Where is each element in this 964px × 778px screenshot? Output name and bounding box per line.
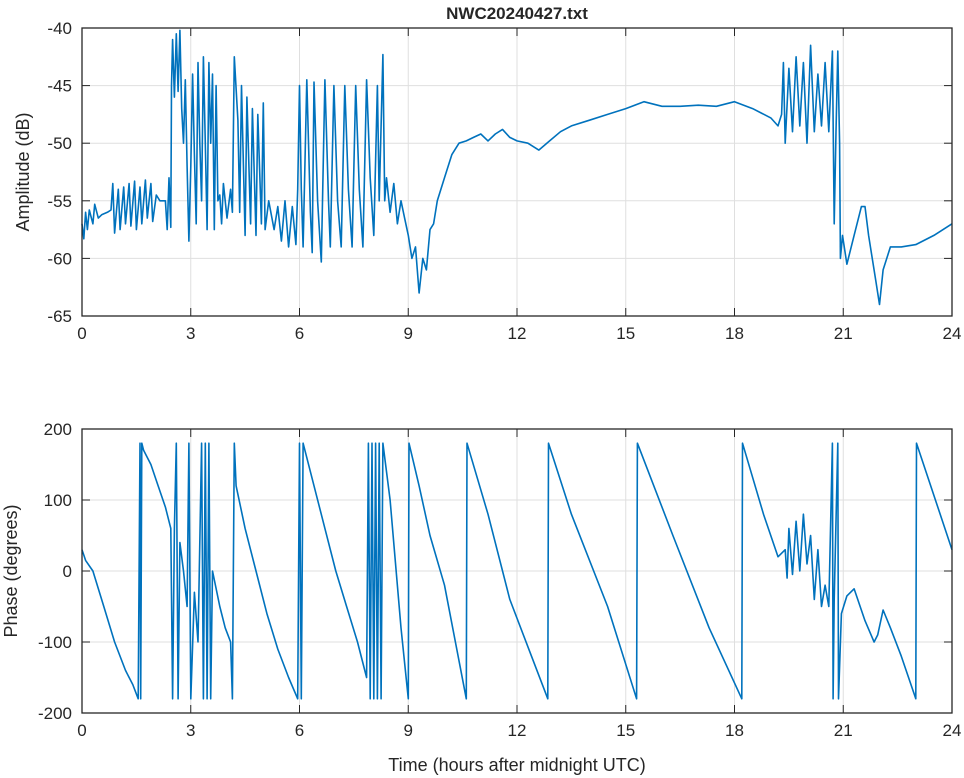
plot2-x-tick-label: 9 [404,721,413,740]
plot2-y-axis-label: Phase (degrees) [1,504,21,637]
plot2-x-tick-label: 21 [834,721,853,740]
plot2-x-tick-label: 15 [616,721,635,740]
plot1-x-tick-label: 18 [725,324,744,343]
plot2-y-tick-label: 100 [44,491,72,510]
plot2-series-phase [81,442,953,700]
plot2-x-tick-label: 18 [725,721,744,740]
plot2-x-tick-label: 6 [295,721,304,740]
plot1-y-tick-label: -45 [47,77,72,96]
plot2-x-tick-label: 24 [943,721,962,740]
plot2-y-tick-label: -200 [38,704,72,723]
plot1-y-axis-label: Amplitude (dB) [13,112,33,231]
plot1-y-tick-label: -40 [47,19,72,38]
plot2-x-tick-label: 12 [508,721,527,740]
plot2-y-tick-label: -100 [38,633,72,652]
plot1-y-tick-label: -55 [47,192,72,211]
plot1-x-tick-label: 12 [508,324,527,343]
plot1-title: NWC20240427.txt [446,4,588,23]
plot2-y-tick-label: 200 [44,420,72,439]
plot1-x-tick-label: 21 [834,324,853,343]
plot2-x-axis-label: Time (hours after midnight UTC) [388,755,645,775]
plot1-x-tick-label: 24 [943,324,962,343]
plot1-y-tick-label: -60 [47,249,72,268]
plot1-y-tick-label: -50 [47,134,72,153]
plot1-y-tick-label: -65 [47,307,72,326]
plot1-x-tick-label: 6 [295,324,304,343]
plot2-y-tick-label: 0 [63,562,72,581]
plot1-x-tick-label: 3 [186,324,195,343]
plot1-x-tick-label: 9 [404,324,413,343]
plot1-x-tick-label: 0 [77,324,86,343]
plot1-x-tick-label: 15 [616,324,635,343]
plot2-x-tick-label: 3 [186,721,195,740]
plot2-x-tick-label: 0 [77,721,86,740]
plot1-series-amplitude [81,29,953,306]
